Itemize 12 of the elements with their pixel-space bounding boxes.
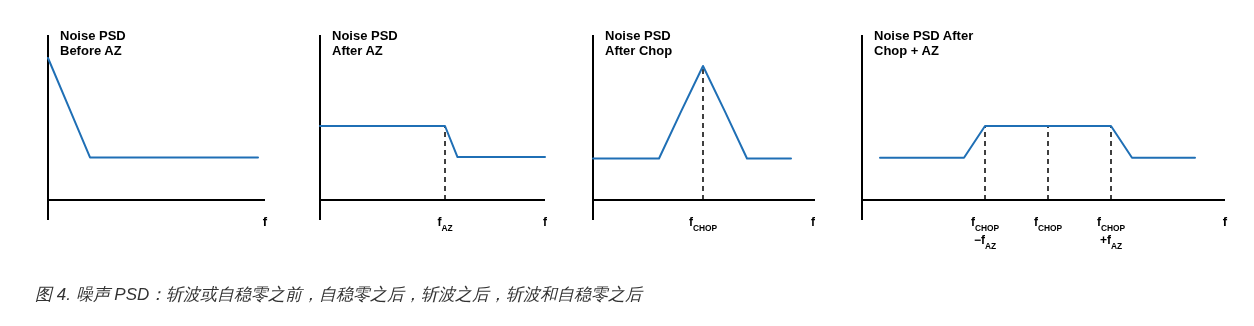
x-tick-label: f$_{CHOP}$	[1033, 215, 1063, 233]
caption: 图 4. 噪声 PSD：斩波或自稳零之前，自稳零之后，斩波之后，斩波和自稳零之后	[35, 285, 645, 304]
chart-title: Noise PSD Before AZ	[60, 28, 126, 58]
x-tick-label: f	[811, 215, 816, 229]
chart-title: Noise PSD After Chop	[605, 28, 673, 58]
x-tick-label: f	[543, 215, 548, 229]
x-tick-label: f$_{CHOP}$	[688, 215, 718, 233]
chart-title: Noise PSD After Chop + AZ	[874, 28, 974, 58]
x-tick-label: f$_{AZ}$	[437, 215, 453, 233]
x-tick-label: f$_{CHOP}$ +f$_{AZ}$	[1096, 215, 1126, 251]
x-tick-label: f$_{CHOP}$ −f$_{AZ}$	[970, 215, 1000, 251]
chart-title: Noise PSD After AZ	[332, 28, 398, 58]
